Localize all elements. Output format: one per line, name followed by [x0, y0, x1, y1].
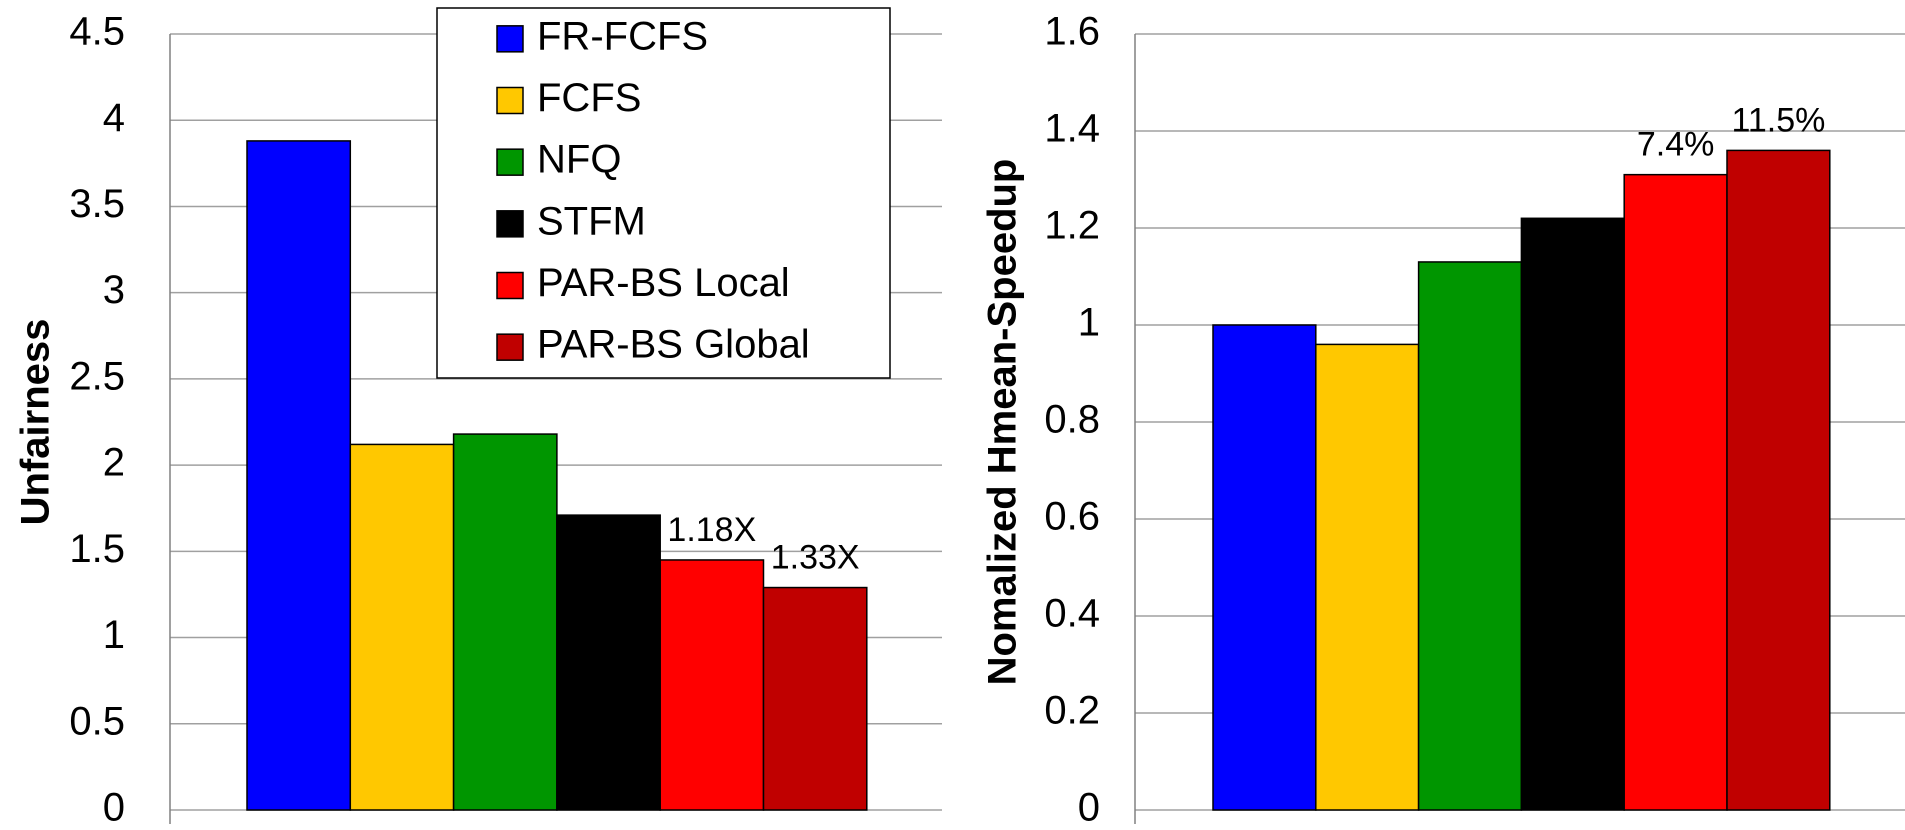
y-tick-label: 0.6 — [1044, 495, 1100, 539]
y-tick-label: 0 — [1078, 786, 1100, 830]
y-tick-label: 0.2 — [1044, 689, 1100, 733]
y-tick-label: 1.2 — [1044, 204, 1100, 248]
y-tick-label: 2.5 — [69, 354, 125, 398]
y-axis-title: Unfairness — [14, 319, 58, 526]
legend-swatch — [496, 148, 524, 176]
y-tick-label: 1.4 — [1044, 107, 1100, 151]
bar — [659, 559, 765, 811]
legend-swatch — [496, 86, 524, 115]
bar — [246, 140, 352, 811]
bar — [1417, 261, 1523, 811]
bar — [1623, 173, 1728, 811]
bar — [349, 443, 455, 811]
bar — [1726, 149, 1831, 811]
y-axis-title: Nomalized Hmean-Speedup — [981, 159, 1025, 686]
y-tick-label: 1.5 — [69, 527, 125, 571]
y-tick-label: 1.6 — [1044, 10, 1100, 54]
y-tick-label: 0.8 — [1044, 398, 1100, 442]
bar-annotation: 11.5% — [1731, 101, 1825, 139]
y-tick-label: 3 — [103, 268, 125, 312]
bar-annotation: 7.4% — [1637, 126, 1715, 164]
y-tick-label: 2 — [103, 441, 125, 485]
legend-label: FCFS — [537, 76, 641, 120]
y-tick-label: 0 — [103, 786, 125, 830]
legend-label: FR-FCFS — [537, 14, 708, 58]
bar — [1520, 217, 1625, 811]
y-tick-label: 4 — [103, 96, 125, 140]
y-tick-label: 4.5 — [69, 10, 125, 54]
bar-annotation: 1.33X — [771, 539, 860, 577]
legend-box — [436, 7, 891, 379]
legend-swatch — [496, 210, 524, 238]
bar — [1212, 324, 1317, 811]
y-tick-label: 1 — [103, 613, 125, 657]
legend-label: STFM — [537, 199, 646, 243]
y-tick-label: 0.5 — [69, 699, 125, 743]
legend-label: PAR-BS Global — [537, 323, 810, 367]
y-tick-label: 0.4 — [1044, 592, 1100, 636]
bar — [452, 433, 558, 811]
bar — [1315, 343, 1420, 811]
legend-label: PAR-BS Local — [537, 261, 790, 305]
legend-swatch — [496, 333, 524, 361]
legend-swatch — [496, 25, 524, 53]
legend-swatch — [496, 271, 524, 300]
bar — [762, 586, 868, 811]
legend-label: NFQ — [537, 138, 621, 182]
y-tick-label: 1 — [1078, 301, 1100, 345]
bar-annotation: 1.18X — [667, 511, 756, 549]
bar — [556, 514, 661, 811]
y-tick-label: 3.5 — [69, 182, 125, 226]
